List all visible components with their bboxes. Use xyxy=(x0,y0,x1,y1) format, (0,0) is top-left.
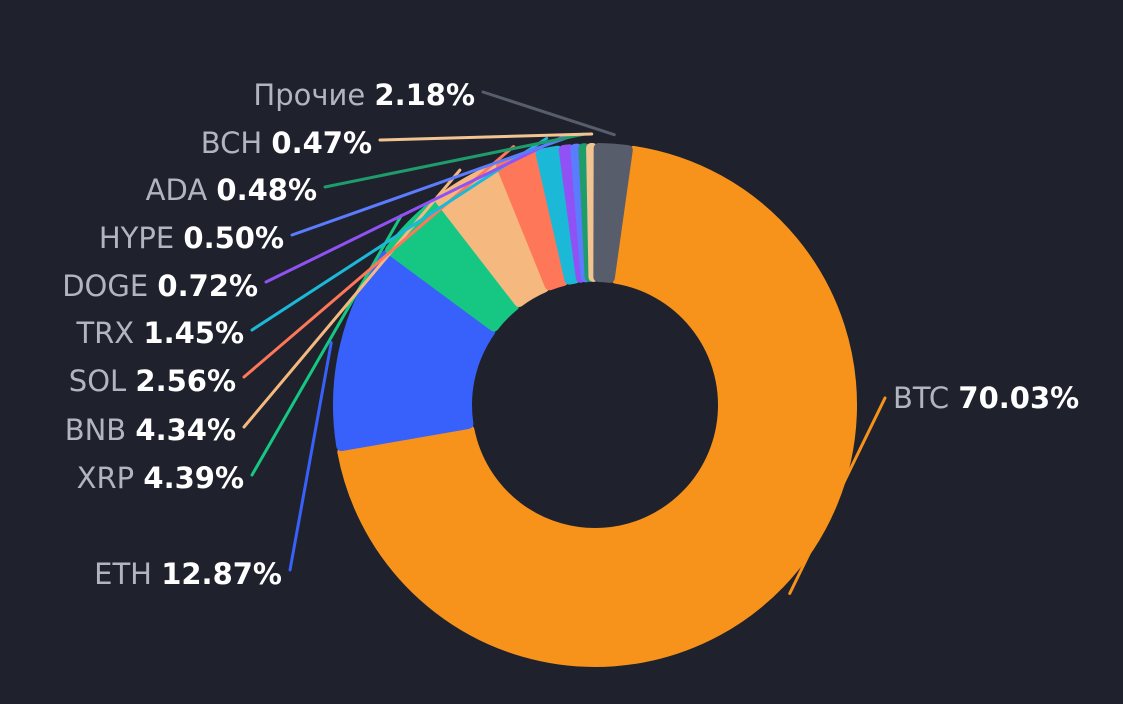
slice-label-hype: HYPE 0.50% xyxy=(99,221,284,255)
slice-прочие[interactable] xyxy=(593,143,633,283)
slice-trx[interactable] xyxy=(535,145,580,285)
slice-label-value: 0.48% xyxy=(216,173,317,207)
leader-line-doge xyxy=(264,134,567,284)
slice-label-value: 0.50% xyxy=(183,221,284,255)
slice-label-sol: SOL 2.56% xyxy=(69,364,236,398)
slice-label-value: 4.34% xyxy=(135,413,236,447)
slice-label-name: BTC xyxy=(893,381,958,415)
leader-line-eth xyxy=(288,341,333,572)
slice-label-прочие: Прочие 2.18% xyxy=(253,78,475,112)
slice-btc[interactable] xyxy=(337,145,857,667)
slice-label-name: BCH xyxy=(201,126,272,160)
slice-label-bnb: BNB 4.34% xyxy=(65,413,236,447)
slice-label-value: 2.18% xyxy=(374,78,475,112)
leader-line-прочие xyxy=(481,90,616,137)
slice-bch[interactable] xyxy=(586,143,599,283)
leader-line-bch xyxy=(378,132,594,142)
slice-label-value: 1.45% xyxy=(143,316,244,350)
slice-label-name: XRP xyxy=(77,461,144,495)
slice-label-name: BNB xyxy=(65,413,136,447)
leader-line-ada xyxy=(323,132,586,189)
slice-label-value: 70.03% xyxy=(958,381,1079,415)
slice-doge[interactable] xyxy=(558,144,586,283)
leader-line-xrp xyxy=(250,213,403,477)
slice-label-name: DOGE xyxy=(62,269,157,303)
slice-label-eth: ETH 12.87% xyxy=(94,557,282,591)
slice-label-value: 2.56% xyxy=(135,364,236,398)
slice-label-value: 12.87% xyxy=(161,557,282,591)
slice-label-name: TRX xyxy=(75,316,143,350)
slice-label-xrp: XRP 4.39% xyxy=(77,461,244,495)
slice-label-name: ADA xyxy=(146,173,217,207)
slice-label-btc: BTC 70.03% xyxy=(893,381,1079,415)
slice-label-ada: ADA 0.48% xyxy=(146,173,317,207)
slice-label-name: Прочие xyxy=(253,78,374,112)
leader-line-btc xyxy=(788,396,887,595)
leader-line-sol xyxy=(242,145,516,379)
slice-label-value: 4.39% xyxy=(143,461,244,495)
slice-label-name: SOL xyxy=(69,364,136,398)
slice-label-doge: DOGE 0.72% xyxy=(62,269,258,303)
leader-line-hype xyxy=(290,133,577,237)
slice-label-name: ETH xyxy=(94,557,161,591)
slice-label-name: HYPE xyxy=(99,221,184,255)
slice-label-trx: TRX 1.45% xyxy=(75,316,244,350)
slice-label-bch: BCH 0.47% xyxy=(201,126,372,160)
leader-line-bnb xyxy=(242,168,462,429)
slice-xrp[interactable] xyxy=(385,198,520,332)
slice-label-value: 0.47% xyxy=(271,126,372,160)
slice-label-value: 0.72% xyxy=(157,269,258,303)
